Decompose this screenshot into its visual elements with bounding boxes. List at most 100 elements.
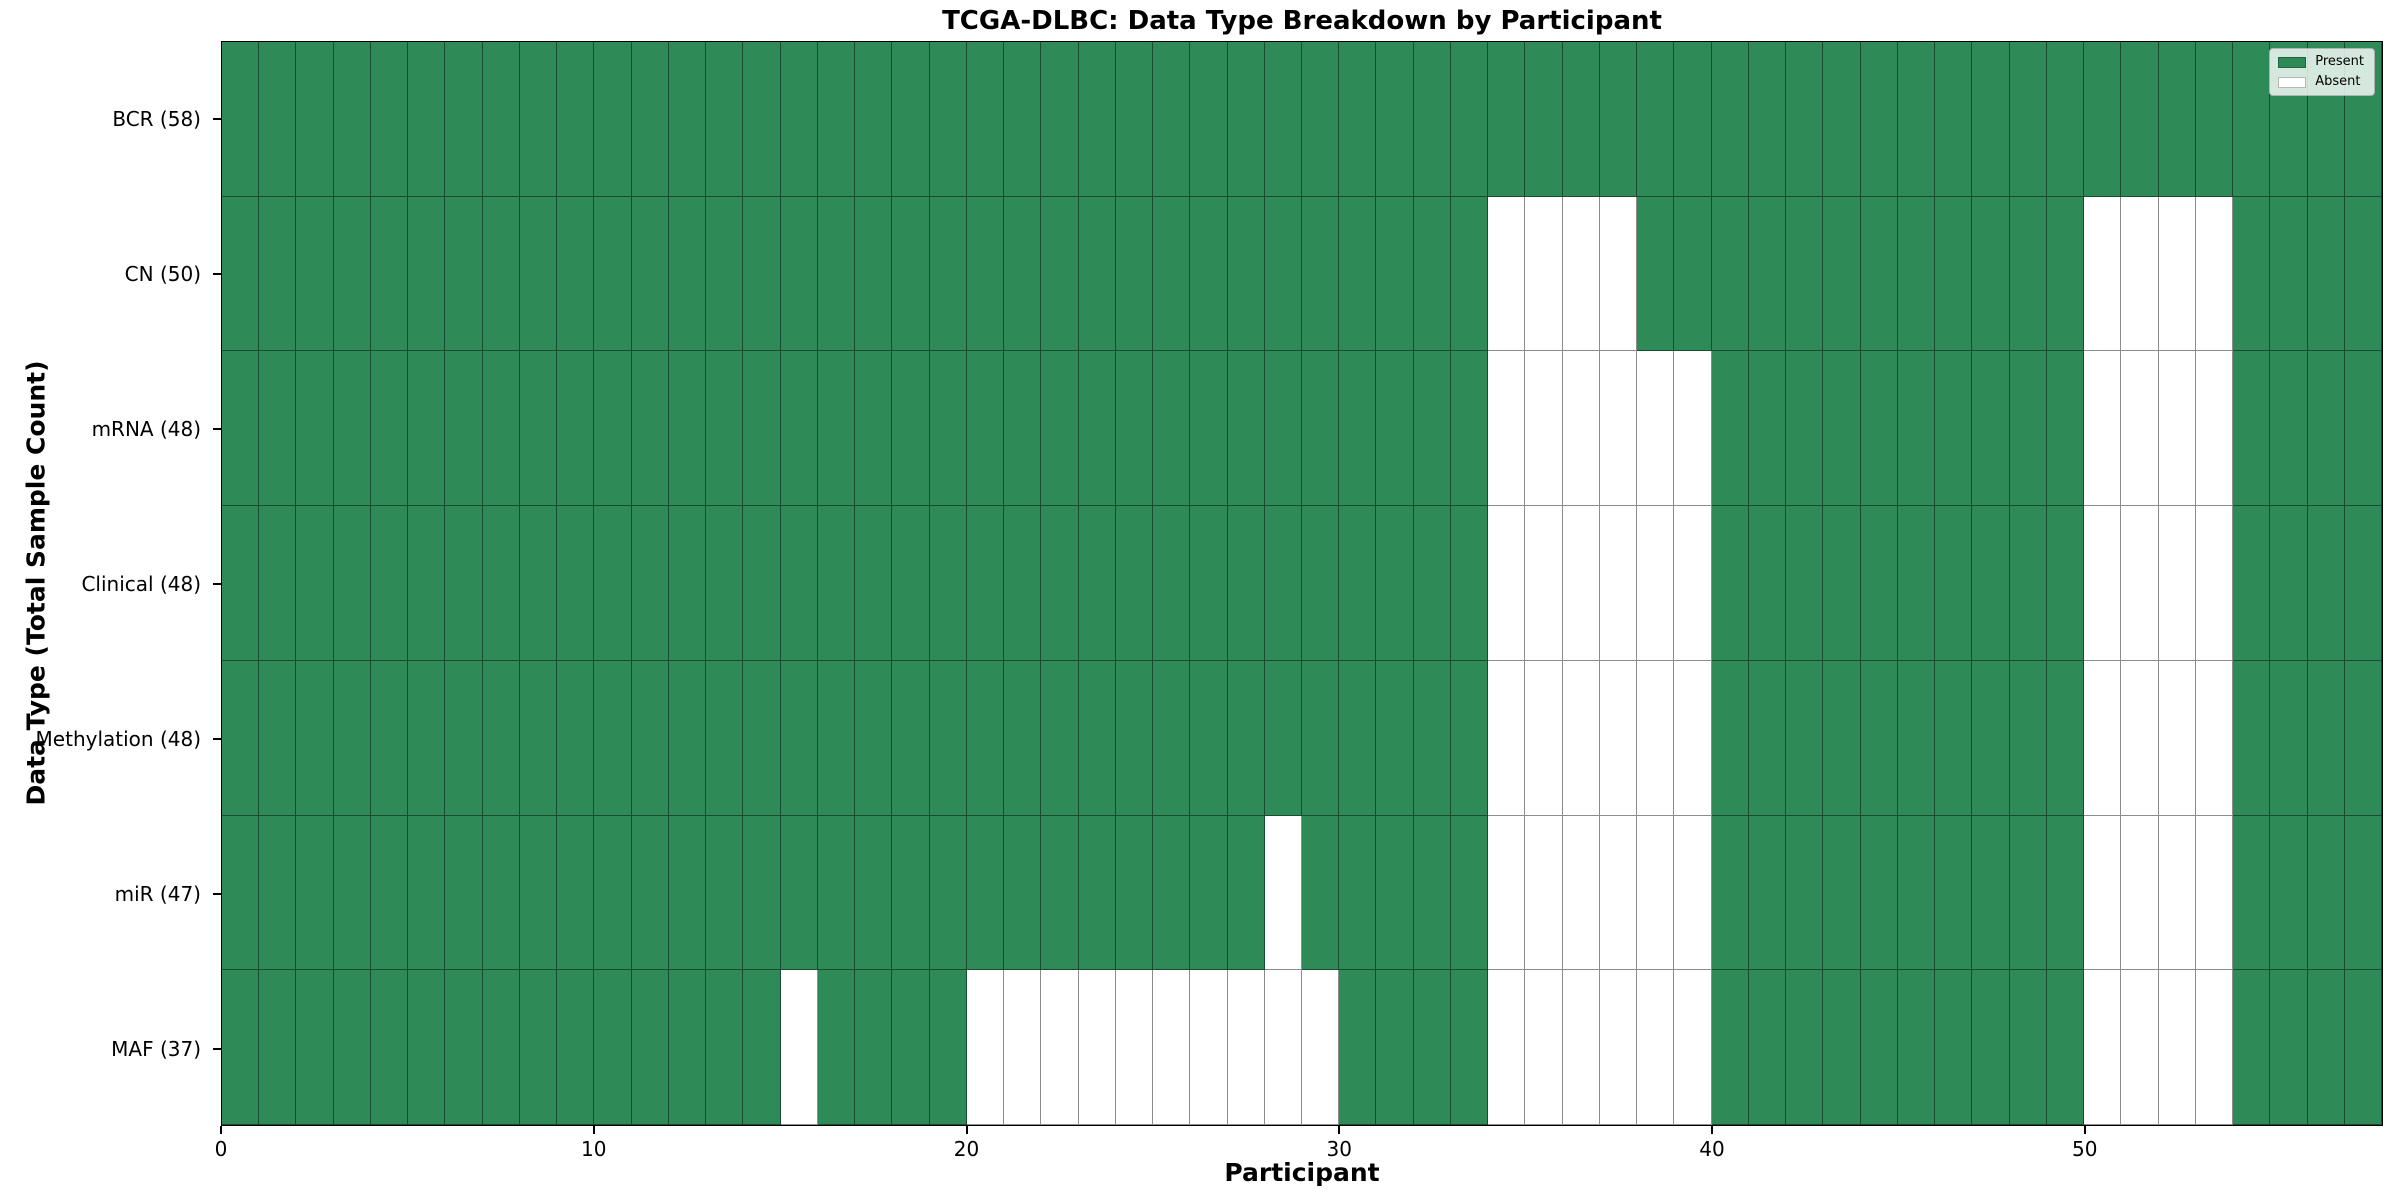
heatmap-cell bbox=[631, 42, 669, 197]
heatmap-cell bbox=[557, 660, 595, 816]
heatmap-cell bbox=[519, 660, 558, 816]
heatmap-cell bbox=[855, 970, 893, 1125]
heatmap-cell bbox=[706, 815, 744, 971]
heatmap-cell bbox=[1935, 660, 1973, 816]
legend-swatch-present-icon bbox=[2278, 56, 2307, 68]
heatmap-cell bbox=[222, 660, 260, 816]
heatmap-cell bbox=[2344, 351, 2382, 507]
heatmap-cell bbox=[929, 351, 967, 507]
y-tick-label: Methylation (48) bbox=[35, 726, 201, 751]
heatmap-cell bbox=[2344, 660, 2382, 816]
heatmap-cell bbox=[408, 815, 446, 971]
heatmap-cell bbox=[1972, 506, 2010, 661]
heatmap-cell bbox=[966, 42, 1005, 197]
heatmap-cell bbox=[1078, 506, 1116, 661]
heatmap-cell bbox=[1041, 42, 1079, 197]
heatmap-cell bbox=[1004, 660, 1042, 816]
heatmap-cell bbox=[1748, 506, 1787, 661]
y-tick-mark bbox=[213, 1047, 221, 1050]
heatmap-cell bbox=[1227, 351, 1265, 507]
heatmap-cell bbox=[855, 42, 893, 197]
heatmap-cell bbox=[2158, 196, 2196, 352]
heatmap-cell bbox=[259, 970, 297, 1125]
heatmap-cell bbox=[1115, 970, 1154, 1125]
heatmap-cell bbox=[1004, 42, 1042, 197]
heatmap-cell bbox=[1078, 970, 1116, 1125]
heatmap-cell bbox=[445, 351, 483, 507]
heatmap-cell bbox=[1227, 970, 1265, 1125]
heatmap-cell bbox=[2270, 506, 2308, 661]
heatmap-cell bbox=[1041, 660, 1079, 816]
heatmap-cell bbox=[668, 351, 707, 507]
heatmap-cell bbox=[370, 660, 409, 816]
heatmap-cell bbox=[1599, 351, 1638, 507]
x-tick-mark bbox=[1711, 1126, 1714, 1134]
heatmap-cell bbox=[1078, 351, 1116, 507]
heatmap-cell bbox=[892, 42, 930, 197]
heatmap-cell bbox=[780, 196, 818, 352]
heatmap-cell bbox=[1823, 660, 1861, 816]
heatmap-cell bbox=[1599, 815, 1638, 971]
heatmap-cell bbox=[743, 42, 781, 197]
heatmap-cell bbox=[333, 196, 371, 352]
heatmap-cell bbox=[1935, 815, 1973, 971]
heatmap-cell bbox=[1004, 815, 1042, 971]
heatmap-cell bbox=[1115, 351, 1154, 507]
heatmap-cell bbox=[2158, 506, 2196, 661]
heatmap-cell bbox=[1972, 660, 2010, 816]
heatmap-cell bbox=[1301, 970, 1340, 1125]
heatmap-cell bbox=[1674, 506, 1712, 661]
heatmap-cell bbox=[2084, 506, 2122, 661]
heatmap-cell bbox=[1450, 42, 1489, 197]
heatmap-cell bbox=[780, 815, 818, 971]
heatmap-cell bbox=[333, 660, 371, 816]
heatmap-cell bbox=[1301, 351, 1340, 507]
heatmap-cell bbox=[482, 506, 520, 661]
heatmap-cell bbox=[1748, 42, 1787, 197]
heatmap-cell bbox=[2195, 970, 2234, 1125]
heatmap-cell bbox=[1786, 506, 1824, 661]
heatmap-cell bbox=[222, 351, 260, 507]
heatmap-cell bbox=[1525, 196, 1563, 352]
heatmap-cell bbox=[1376, 815, 1414, 971]
heatmap-grid bbox=[222, 42, 2382, 1125]
heatmap-cell bbox=[1450, 970, 1489, 1125]
heatmap-cell bbox=[519, 970, 558, 1125]
heatmap-cell bbox=[892, 970, 930, 1125]
heatmap-cell bbox=[2084, 351, 2122, 507]
heatmap-cell bbox=[594, 351, 632, 507]
heatmap-cell bbox=[966, 660, 1005, 816]
heatmap-cell bbox=[2270, 196, 2308, 352]
y-tick-mark bbox=[213, 737, 221, 740]
heatmap-cell bbox=[2046, 196, 2085, 352]
heatmap-cell bbox=[594, 506, 632, 661]
heatmap-cell bbox=[2158, 815, 2196, 971]
heatmap-cell bbox=[1674, 660, 1712, 816]
heatmap-cell bbox=[1301, 196, 1340, 352]
heatmap-cell bbox=[557, 815, 595, 971]
heatmap-cell bbox=[259, 42, 297, 197]
heatmap-cell bbox=[1860, 660, 1898, 816]
heatmap-cell bbox=[1637, 970, 1675, 1125]
heatmap-cell bbox=[929, 970, 967, 1125]
heatmap-cell bbox=[2233, 815, 2271, 971]
heatmap-cell bbox=[482, 351, 520, 507]
heatmap-cell bbox=[780, 351, 818, 507]
heatmap-cell bbox=[1041, 815, 1079, 971]
heatmap-cell bbox=[1413, 970, 1451, 1125]
heatmap-cell bbox=[1376, 196, 1414, 352]
heatmap-cell bbox=[1376, 660, 1414, 816]
heatmap-cell bbox=[1525, 351, 1563, 507]
heatmap-cell bbox=[296, 196, 334, 352]
heatmap-cell bbox=[1078, 42, 1116, 197]
heatmap-cell bbox=[445, 42, 483, 197]
heatmap-cell bbox=[2046, 970, 2085, 1125]
heatmap-cell bbox=[1562, 351, 1600, 507]
y-tick-label: MAF (37) bbox=[111, 1036, 201, 1061]
heatmap-cell bbox=[1525, 815, 1563, 971]
heatmap-cell bbox=[631, 196, 669, 352]
heatmap-cell bbox=[2344, 196, 2382, 352]
heatmap-cell bbox=[519, 42, 558, 197]
heatmap-cell bbox=[1078, 660, 1116, 816]
heatmap-cell bbox=[2307, 815, 2345, 971]
